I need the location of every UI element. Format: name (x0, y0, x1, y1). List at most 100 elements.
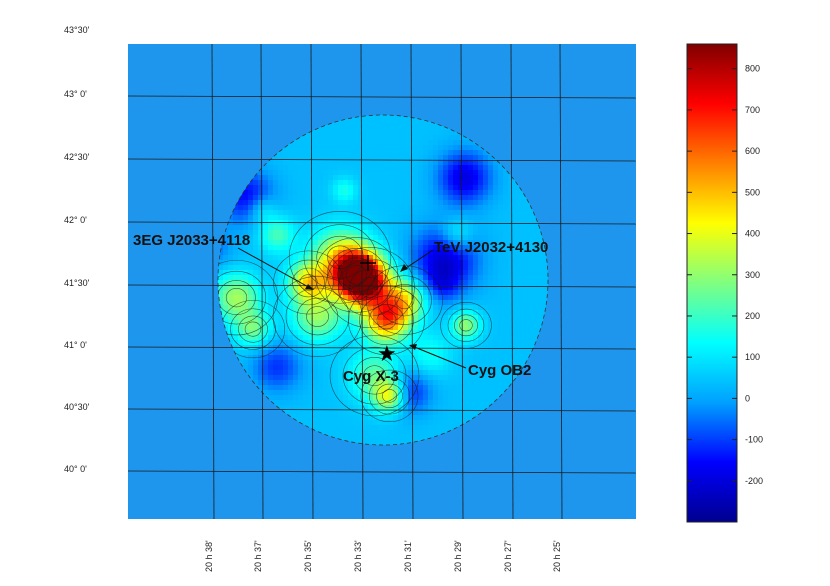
heat-cell (313, 390, 319, 396)
heat-cell (478, 290, 484, 296)
heat-cell (458, 420, 464, 426)
heat-cell (308, 375, 314, 381)
heat-cell (288, 300, 294, 306)
heat-cell (283, 340, 289, 346)
heat-cell (333, 385, 339, 391)
heat-cell (488, 235, 494, 241)
heat-cell (498, 350, 504, 356)
heat-cell (463, 180, 469, 186)
heat-cell (243, 205, 249, 211)
heat-cell (373, 335, 379, 341)
heat-cell (243, 200, 249, 206)
heat-cell (373, 165, 379, 171)
heat-cell (428, 165, 434, 171)
heat-cell (443, 345, 449, 351)
heat-cell (343, 320, 349, 326)
heat-cell (508, 185, 514, 191)
heat-cell (233, 315, 239, 321)
heat-cell (338, 430, 344, 436)
heat-cell (433, 175, 439, 181)
heat-cell (378, 360, 384, 366)
heat-cell (543, 275, 548, 281)
heat-cell (413, 340, 419, 346)
heat-cell (468, 240, 474, 246)
heat-cell (443, 150, 449, 156)
heat-cell (503, 345, 509, 351)
heat-cell (468, 350, 474, 356)
heat-cell (258, 285, 264, 291)
heat-cell (478, 220, 484, 226)
heat-cell (293, 175, 299, 181)
heat-cell (393, 325, 399, 331)
heat-cell (423, 355, 429, 361)
heat-cell (433, 430, 439, 436)
heat-cell (453, 285, 459, 291)
heat-cell (253, 175, 259, 181)
heat-cell (253, 325, 259, 331)
heat-cell (393, 275, 399, 281)
heat-cell (383, 365, 389, 371)
heat-cell (463, 175, 469, 181)
heat-cell (313, 145, 319, 151)
heat-cell (413, 155, 419, 161)
heat-cell (268, 380, 274, 386)
heat-cell (498, 280, 504, 286)
heat-cell (423, 410, 429, 416)
heat-cell (358, 165, 364, 171)
heat-cell (513, 235, 519, 241)
heat-cell (433, 170, 439, 176)
heat-cell (333, 430, 339, 436)
heat-cell (248, 190, 254, 196)
heat-cell (453, 175, 459, 181)
heat-cell (273, 310, 279, 316)
heat-cell (493, 390, 499, 396)
heat-cell (528, 215, 534, 221)
heat-cell (418, 230, 424, 236)
heat-cell (263, 315, 269, 321)
heat-cell (513, 270, 519, 276)
heat-cell (488, 295, 494, 301)
heat-cell (473, 370, 479, 376)
heat-cell (243, 230, 249, 236)
heat-cell (403, 190, 409, 196)
heat-cell (398, 355, 404, 361)
heat-cell (318, 380, 324, 386)
heat-cell (473, 325, 479, 331)
heat-cell (378, 435, 384, 441)
heat-cell (393, 205, 399, 211)
heat-cell (338, 230, 344, 236)
heat-cell (348, 385, 354, 391)
heat-cell (338, 360, 344, 366)
heat-cell (373, 180, 379, 186)
heat-cell (383, 210, 389, 216)
heat-cell (283, 195, 289, 201)
heat-cell (303, 215, 309, 221)
heat-cell (468, 365, 474, 371)
heat-cell (498, 250, 504, 256)
heat-cell (368, 120, 374, 126)
heat-cell (373, 160, 379, 166)
heat-cell (503, 370, 509, 376)
heat-cell (338, 380, 344, 386)
heat-cell (278, 185, 284, 191)
heat-cell (393, 170, 399, 176)
heat-cell (388, 300, 394, 306)
heat-cell (253, 180, 259, 186)
heat-cell (313, 420, 319, 426)
heat-cell (273, 160, 279, 166)
heat-cell (263, 235, 269, 241)
heat-cell (298, 265, 304, 271)
heat-cell (428, 275, 434, 281)
heat-cell (398, 240, 404, 246)
contour-line (326, 245, 354, 270)
arrowhead-tev (400, 264, 408, 272)
contour-line (337, 257, 376, 293)
heat-cell (438, 430, 444, 436)
heat-cell (478, 155, 484, 161)
heat-cell (308, 290, 314, 296)
heat-cell (253, 360, 259, 366)
heat-cell (463, 340, 469, 346)
heat-cell (463, 265, 469, 271)
heat-cell (308, 330, 314, 336)
heat-cell (523, 325, 529, 331)
